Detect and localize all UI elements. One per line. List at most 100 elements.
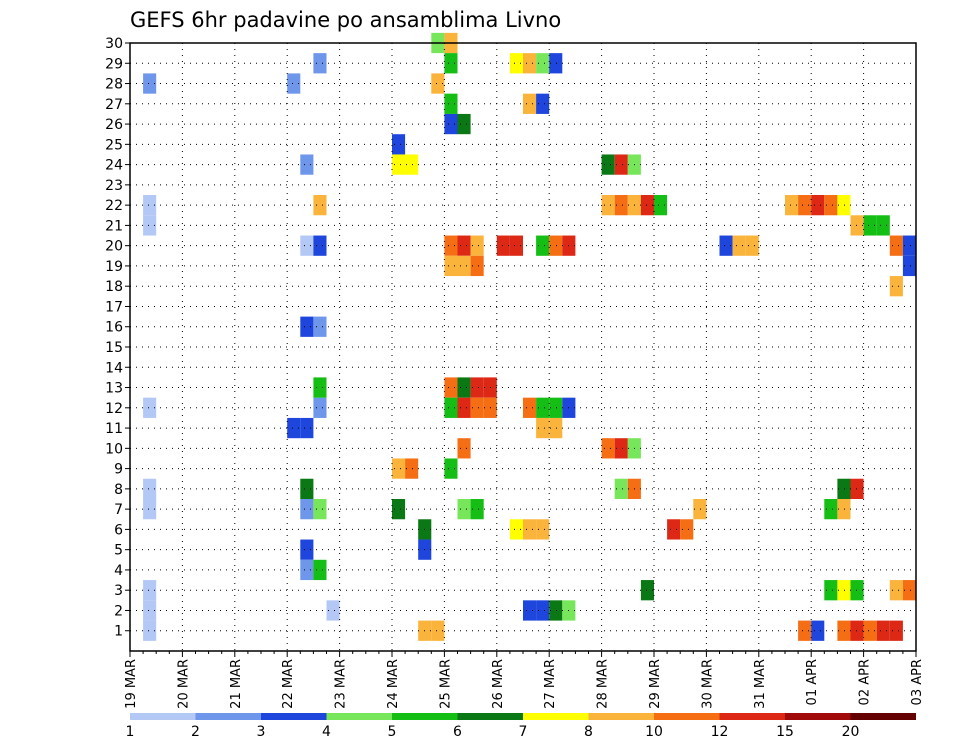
heatmap-cell (470, 235, 484, 256)
heatmap-cell (509, 519, 523, 540)
colorbar-label: 7 (519, 724, 528, 740)
heatmap-cell (837, 478, 851, 499)
x-tick-label: 01 APR (805, 659, 820, 705)
heatmap-cell (444, 113, 458, 135)
colorbar-label: 4 (322, 724, 331, 740)
heatmap-cell (523, 600, 537, 621)
colorbar-label: 1 (126, 724, 135, 740)
colorbar-swatch (850, 713, 916, 720)
heatmap-cell (863, 215, 877, 236)
x-tick-label: 26 MAR (491, 659, 506, 709)
heatmap-cell (798, 620, 812, 641)
y-tick-label: 26 (105, 117, 123, 133)
colorbar-swatch (195, 713, 261, 720)
x-tick-label: 19 MAR (124, 659, 139, 709)
heatmap-cell (143, 499, 157, 520)
heatmap-cell (313, 559, 327, 581)
heatmap-cell (300, 417, 314, 439)
heatmap-cell (444, 377, 458, 398)
y-tick-label: 20 (105, 239, 123, 255)
heatmap-cell (614, 478, 628, 499)
heatmap-cell (392, 154, 406, 175)
heatmap-cell (889, 276, 903, 297)
colorbar-label: 6 (453, 724, 462, 740)
x-tick-label: 25 MAR (438, 659, 453, 709)
heatmap-cell (509, 235, 523, 256)
heatmap-cell (470, 397, 484, 418)
y-tick-label: 12 (105, 401, 123, 417)
heatmap-cell (837, 195, 851, 216)
heatmap-cell (640, 195, 654, 216)
y-tick-label: 24 (105, 158, 123, 174)
heatmap-cell (850, 620, 864, 641)
y-tick-label: 4 (114, 563, 123, 579)
heatmap-cell (902, 255, 916, 277)
heatmap-cell (536, 600, 550, 621)
heatmap-cell (876, 620, 890, 641)
heatmap-cell (536, 417, 550, 439)
y-tick-label: 6 (114, 522, 123, 538)
heatmap-cell (824, 195, 838, 216)
y-tick-label: 5 (114, 543, 123, 559)
y-tick-label: 2 (114, 603, 123, 619)
x-tick-label: 21 MAR (229, 659, 244, 709)
heatmap-cell (889, 235, 903, 256)
y-tick-label: 14 (105, 360, 123, 376)
heatmap-cell (654, 195, 668, 216)
heatmap-cell (457, 397, 471, 418)
x-tick-label: 31 MAR (753, 659, 768, 709)
heatmap-cell (850, 215, 864, 236)
heatmap-cell (405, 458, 419, 479)
heatmap-cell (850, 478, 864, 499)
heatmap-cell (732, 235, 746, 256)
chart-title: GEFS 6hr padavine po ansamblima Livno (130, 8, 561, 32)
heatmap-cell (837, 580, 851, 601)
heatmap-cell (444, 397, 458, 418)
heatmap-cell (457, 499, 471, 520)
heatmap-cell (601, 154, 615, 175)
y-tick-label: 28 (105, 77, 123, 93)
heatmap-cell (614, 195, 628, 216)
heatmap-cell (614, 438, 628, 459)
colorbar-label: 10 (645, 724, 663, 740)
heatmap-cell (509, 53, 523, 74)
y-tick-label: 27 (105, 97, 123, 113)
heatmap-cell (811, 620, 825, 641)
heatmap-cell (549, 397, 563, 418)
y-tick-label: 16 (105, 320, 123, 336)
heatmap-cell (824, 580, 838, 601)
colorbar-swatch (523, 713, 589, 720)
colorbar-swatch (719, 713, 785, 720)
heatmap-cell (444, 458, 458, 479)
heatmap-cell (143, 620, 157, 641)
heatmap-cell (143, 397, 157, 418)
colorbar-swatch (261, 713, 327, 720)
heatmap-cell (889, 620, 903, 641)
heatmap-cell (536, 397, 550, 418)
heatmap-cell (798, 195, 812, 216)
heatmap-cell (549, 235, 563, 256)
heatmap-cell (300, 154, 314, 175)
heatmap-cell (536, 519, 550, 540)
heatmap-cell (523, 397, 537, 418)
heatmap-cell (824, 499, 838, 520)
heatmap-cell (143, 478, 157, 499)
heatmap-cell (143, 195, 157, 216)
colorbar-label: 3 (257, 724, 266, 740)
heatmap-cell (143, 73, 157, 94)
y-tick-label: 11 (105, 421, 123, 437)
heatmap-cell (313, 499, 327, 520)
heatmap-cell (785, 195, 799, 216)
heatmap-cell (549, 417, 563, 439)
heatmap-cell (457, 255, 471, 277)
heatmap-cell (470, 377, 484, 398)
y-tick-label: 13 (105, 381, 123, 397)
heatmap-cell (300, 559, 314, 581)
heatmap-cell (405, 154, 419, 175)
heatmap-cell (457, 377, 471, 398)
heatmap-cell (444, 93, 458, 114)
y-tick-label: 25 (105, 137, 123, 153)
heatmap-cell (457, 438, 471, 459)
heatmap-cell (143, 600, 157, 621)
